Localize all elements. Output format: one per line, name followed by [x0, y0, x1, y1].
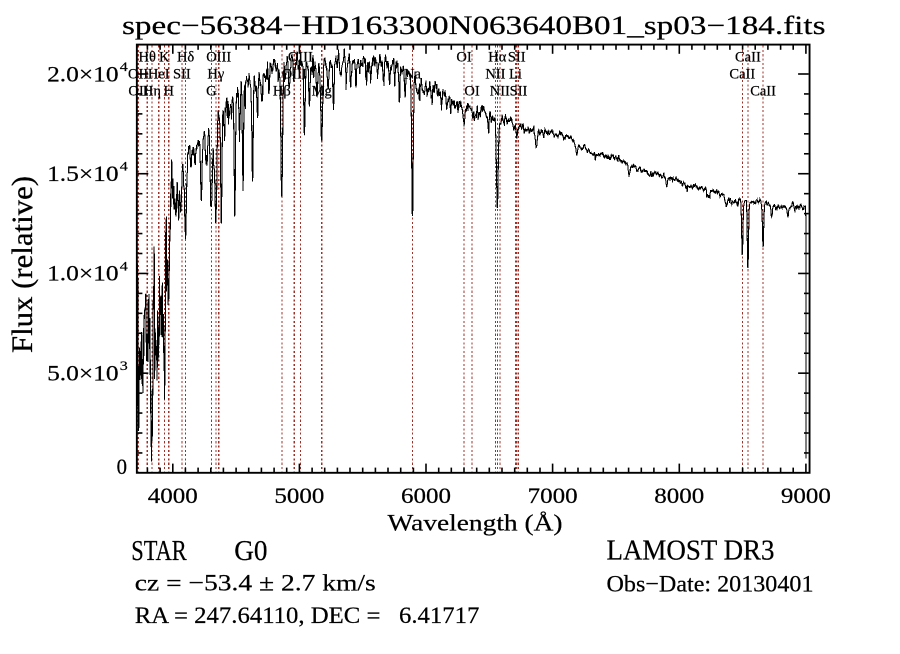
svg-text:Hγ: Hγ — [207, 67, 224, 83]
svg-text:Na: Na — [404, 67, 421, 83]
svg-text:OIII: OIII — [206, 49, 231, 65]
svg-text:OIII: OIII — [282, 67, 307, 83]
svg-text:4: 4 — [120, 159, 129, 174]
svg-text:CaII: CaII — [729, 67, 755, 83]
svg-text:4000: 4000 — [148, 483, 198, 508]
svg-text:Obs−Date: 20130401: Obs−Date: 20130401 — [607, 572, 814, 598]
svg-text:SII: SII — [173, 67, 191, 83]
svg-text:0: 0 — [117, 454, 127, 479]
svg-text:4: 4 — [120, 258, 129, 273]
svg-text:cz = −53.4 ± 2.7 km/s: cz = −53.4 ± 2.7 km/s — [135, 571, 376, 597]
svg-text:SII: SII — [508, 49, 526, 65]
svg-text:NII: NII — [490, 83, 510, 99]
svg-text:Li: Li — [509, 67, 522, 83]
svg-text:Mg: Mg — [312, 83, 332, 99]
svg-text:RA = 247.64110, DEC = 6.4171: RA = 247.64110, DEC = 6.41717 — [135, 603, 480, 629]
svg-text:OII: OII — [128, 67, 148, 83]
svg-text:LAMOST DR3: LAMOST DR3 — [607, 536, 775, 567]
svg-text:HeI: HeI — [148, 67, 170, 83]
svg-text:OI: OI — [464, 83, 479, 99]
svg-text:Wavelength (Å): Wavelength (Å) — [388, 510, 563, 536]
svg-text:8000: 8000 — [654, 483, 704, 508]
svg-text:Hθ: Hθ — [138, 49, 155, 65]
svg-text:6000: 6000 — [401, 483, 451, 508]
svg-text:H: H — [163, 83, 174, 99]
svg-text:1.5×10: 1.5×10 — [47, 161, 119, 186]
svg-text:CaII: CaII — [750, 83, 776, 99]
svg-text:SII: SII — [510, 83, 528, 99]
svg-text:G: G — [206, 83, 217, 99]
svg-text:G0: G0 — [234, 536, 267, 567]
svg-text:3: 3 — [120, 358, 128, 373]
svg-text:4: 4 — [120, 59, 129, 74]
svg-text:Hβ: Hβ — [273, 83, 291, 99]
svg-text:spec−56384−HD163300N063640B01_: spec−56384−HD163300N063640B01_sp03−184.f… — [122, 11, 826, 40]
svg-text:Hδ: Hδ — [177, 49, 194, 65]
svg-text:OII: OII — [128, 83, 148, 99]
svg-text:Hα: Hα — [488, 49, 506, 65]
svg-text:5000: 5000 — [274, 483, 324, 508]
svg-text:9000: 9000 — [781, 483, 831, 508]
svg-text:CaII: CaII — [735, 49, 761, 65]
svg-text:5.0×10: 5.0×10 — [47, 361, 119, 386]
svg-text:K: K — [159, 49, 170, 65]
svg-text:OI: OI — [456, 49, 471, 65]
svg-text:STAR: STAR — [131, 536, 186, 567]
svg-text:7000: 7000 — [528, 483, 578, 508]
svg-text:Hη: Hη — [143, 83, 161, 99]
svg-text:NII: NII — [485, 67, 505, 83]
svg-text:1.0×10: 1.0×10 — [47, 261, 119, 286]
svg-text:Flux (relative): Flux (relative) — [5, 176, 38, 353]
svg-text:2.0×10: 2.0×10 — [47, 61, 119, 86]
svg-text:OIII: OIII — [288, 49, 313, 65]
